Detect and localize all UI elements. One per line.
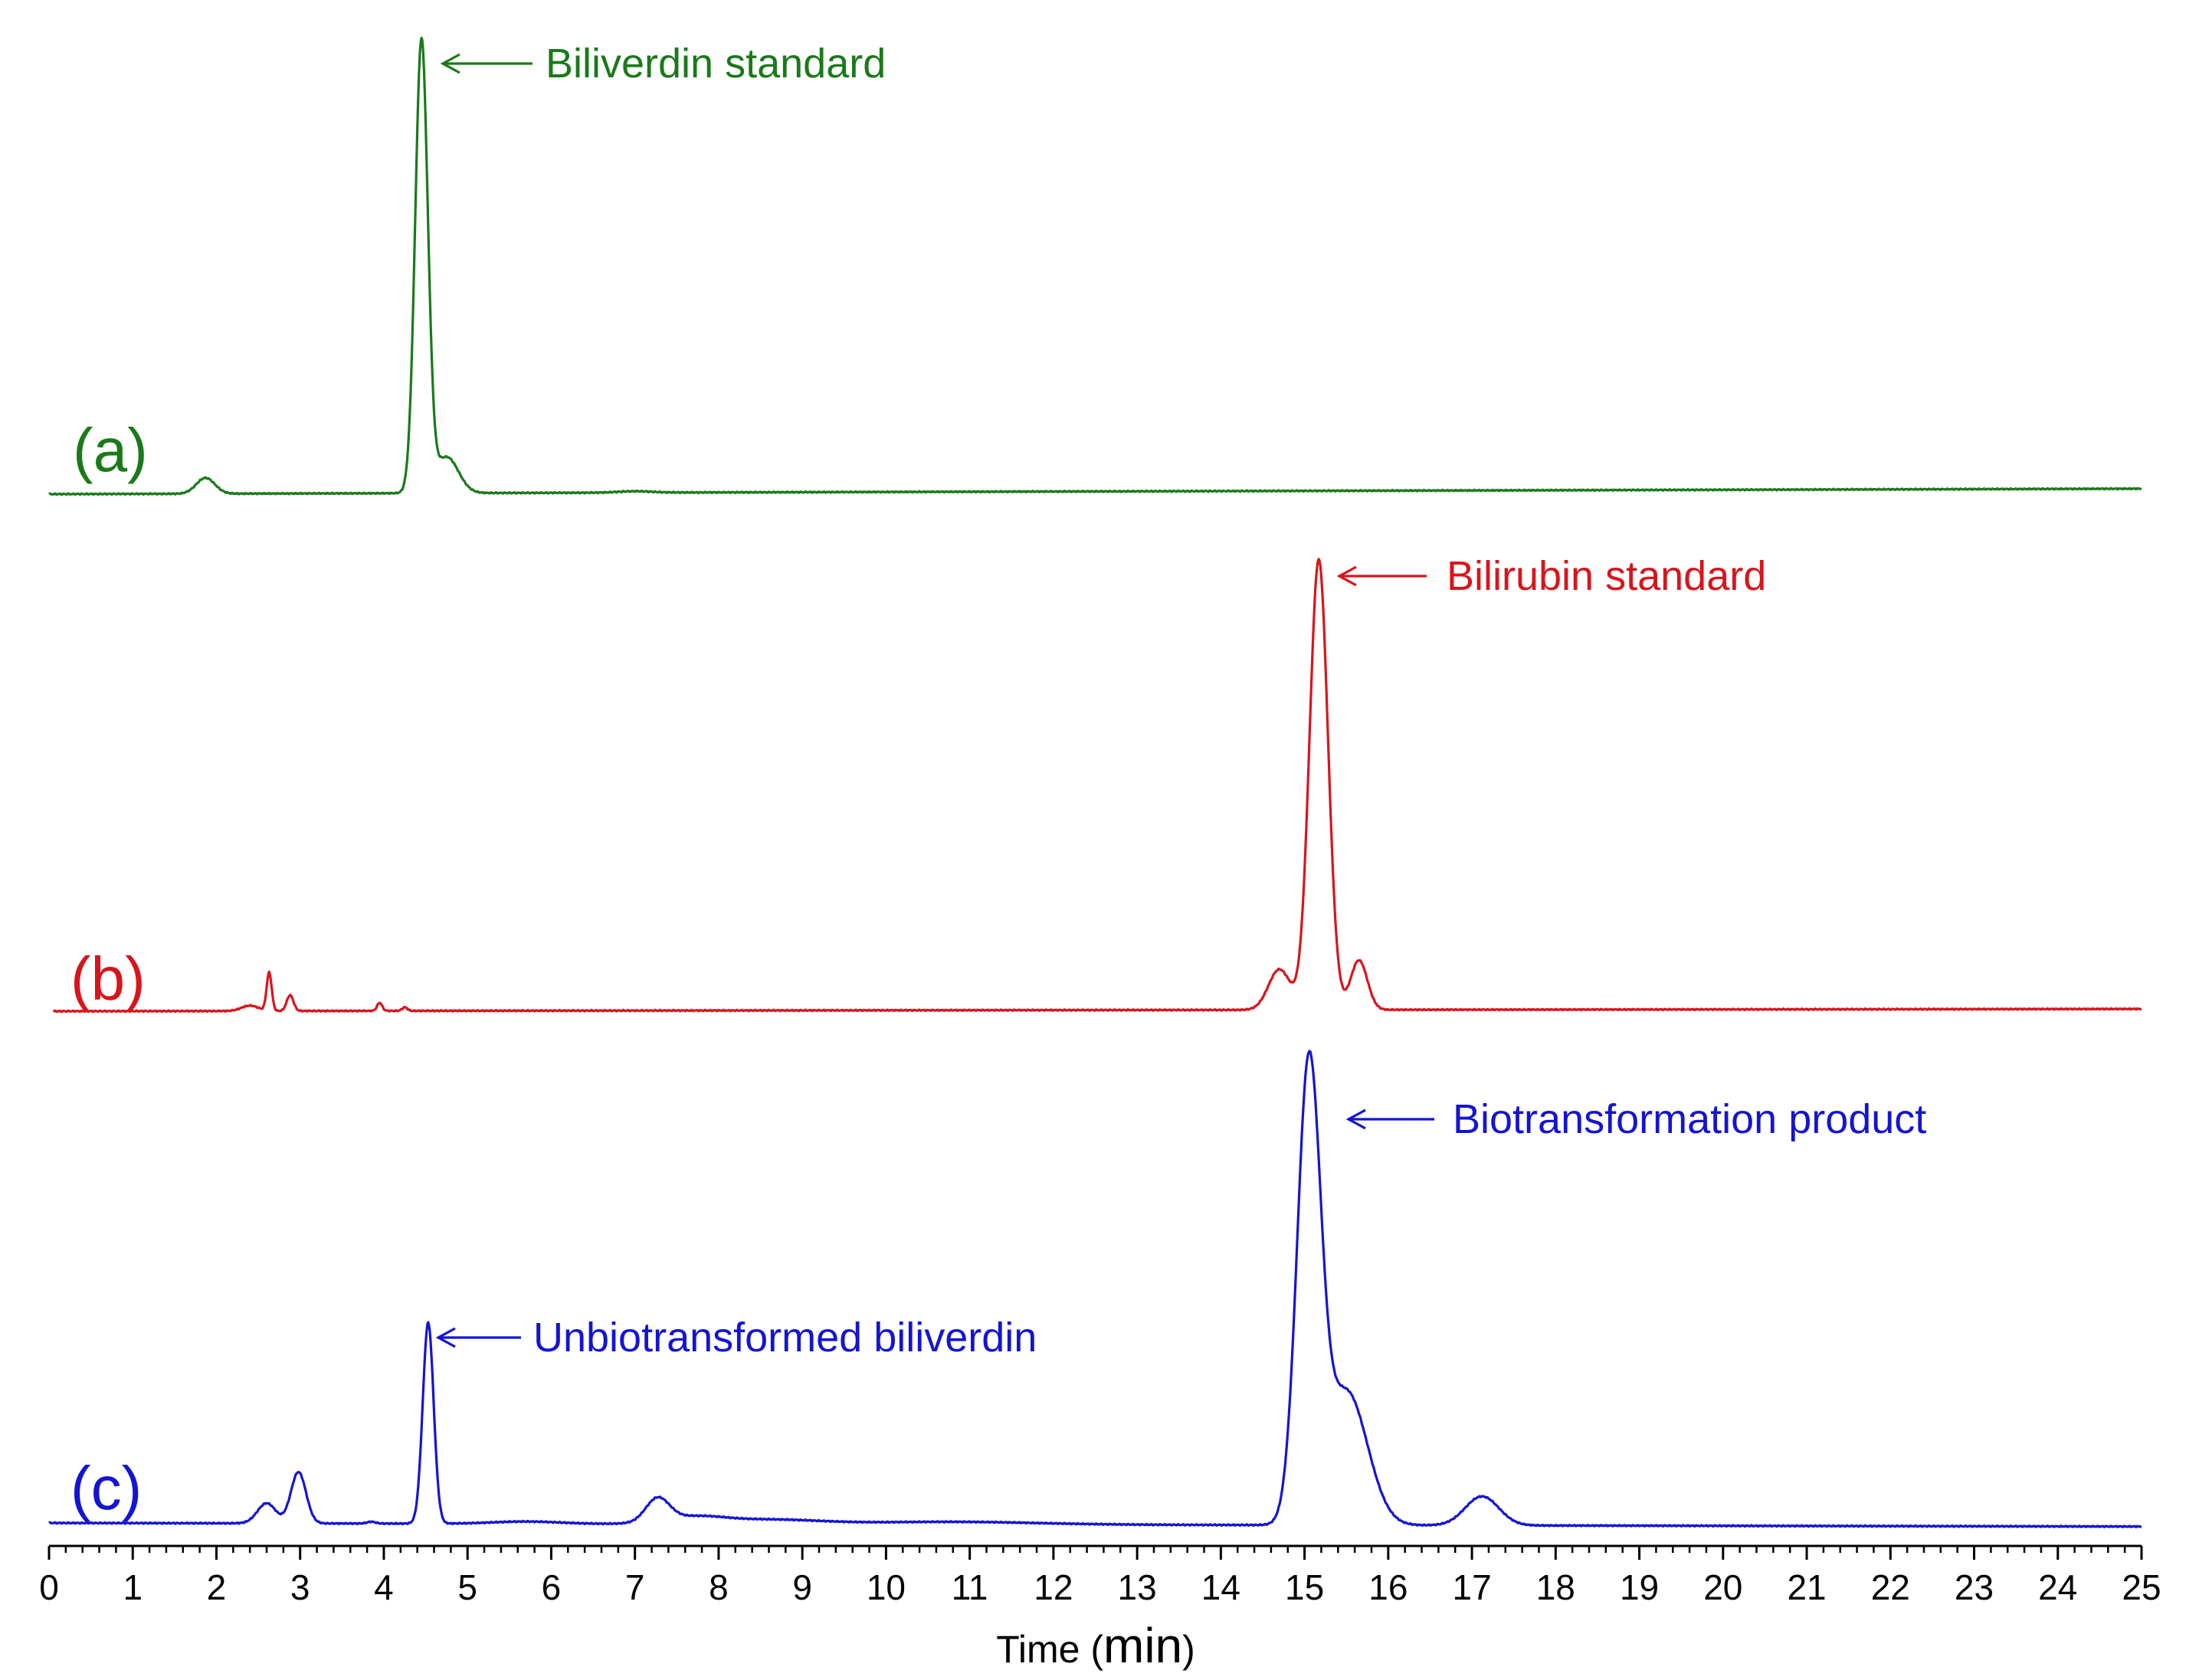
- x-tick-label: 24: [2038, 1567, 2077, 1607]
- x-tick-label: 4: [374, 1567, 394, 1607]
- x-axis-title-unit: min: [1103, 1618, 1182, 1673]
- x-tick-label: 11: [952, 1567, 988, 1607]
- x-tick-label: 25: [2122, 1567, 2161, 1607]
- trace-c-label: (c): [70, 1454, 142, 1522]
- x-tick-label: 23: [1955, 1567, 1994, 1607]
- biotransformation-product-annotation: Biotransformation product: [1453, 1096, 1926, 1142]
- x-tick-label: 7: [625, 1567, 645, 1607]
- x-tick-label: 14: [1201, 1567, 1240, 1607]
- biotransformation-product-arrow: [1345, 1109, 1434, 1130]
- x-axis-ticks: [48, 1546, 2143, 1560]
- trace-a-line: [48, 36, 2142, 496]
- x-tick-label: 18: [1536, 1567, 1575, 1607]
- x-tick-label: 19: [1620, 1567, 1659, 1607]
- x-tick-label: 12: [1034, 1567, 1073, 1607]
- biliverdin-standard-annotation: Biliverdin standard: [546, 41, 886, 87]
- trace-a-label: (a): [73, 416, 148, 484]
- x-tick-label: 13: [1118, 1567, 1157, 1607]
- bilirubin-standard-arrow: [1336, 565, 1427, 587]
- unbiotransformed-biliverdin-arrow: [435, 1327, 521, 1348]
- x-tick-label: 15: [1285, 1567, 1324, 1607]
- trace-c-line: [48, 1050, 2142, 1528]
- x-tick-label: 5: [457, 1567, 477, 1607]
- x-axis-title-suffix: ): [1182, 1628, 1195, 1671]
- trace-b-label: (b): [70, 945, 146, 1013]
- x-axis-title-prefix: Time (: [996, 1628, 1103, 1671]
- x-tick-label: 20: [1703, 1567, 1742, 1607]
- x-tick-label: 9: [792, 1567, 812, 1607]
- trace-b-line: [52, 558, 2142, 1014]
- x-tick-label: 17: [1452, 1567, 1491, 1607]
- bilirubin-standard-annotation: Bilirubin standard: [1447, 553, 1766, 599]
- x-tick-label: 6: [542, 1567, 562, 1607]
- x-tick-label: 2: [207, 1567, 227, 1607]
- unbiotransformed-biliverdin-annotation: Unbiotransformed biliverdin: [533, 1315, 1037, 1361]
- x-tick-label: 3: [290, 1567, 310, 1607]
- x-tick-label: 21: [1787, 1567, 1826, 1607]
- x-axis-tick-labels: 0 1 2 3 4 5 6 7 8 9 10 11 12 13 14 15 16 17 18 19 20 21 22 23 24…: [39, 1567, 2161, 1607]
- x-tick-label: 1: [123, 1567, 143, 1607]
- x-tick-label: 22: [1871, 1567, 1910, 1607]
- x-axis-title: Time (min): [996, 1618, 1195, 1673]
- biliverdin-standard-arrow: [440, 53, 533, 74]
- x-tick-label: 8: [709, 1567, 729, 1607]
- x-tick-label: 16: [1368, 1567, 1408, 1607]
- x-tick-label: 10: [867, 1567, 906, 1607]
- x-tick-label: 0: [39, 1567, 59, 1607]
